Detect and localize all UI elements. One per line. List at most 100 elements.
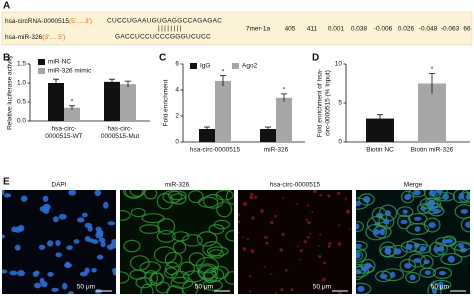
stat-value: 0.038 (351, 26, 368, 33)
nucleus (432, 208, 441, 214)
nucleus (11, 226, 17, 233)
signal (270, 220, 274, 225)
alignment-box (1, 11, 473, 46)
signal (296, 203, 298, 206)
cells (2, 190, 116, 294)
nucleus (413, 258, 422, 263)
nucleus (64, 262, 72, 269)
nucleus (383, 218, 390, 225)
x-tick-label: hsa-circ-0000515 (190, 147, 241, 154)
signal (319, 233, 322, 236)
signal (349, 228, 351, 230)
nucleus (465, 221, 470, 228)
legend-label: miR-NC (48, 59, 71, 66)
bar (104, 81, 120, 121)
cell-body (224, 271, 234, 285)
signal (296, 245, 299, 248)
nucleus (438, 270, 447, 276)
signal (285, 269, 288, 272)
cell-body (356, 197, 369, 210)
cell-body (157, 218, 176, 235)
signal (281, 232, 285, 237)
cell-body (196, 231, 218, 247)
nucleus (87, 226, 93, 232)
pairing: |||||||| (158, 25, 183, 32)
signal (318, 255, 322, 259)
nucleus (356, 223, 360, 230)
nucleus (404, 262, 412, 269)
nucleus (53, 216, 59, 223)
cell-body (408, 253, 427, 268)
y-axis-label: circ-0000515 (% Input) (325, 70, 332, 136)
signal (282, 197, 285, 200)
cell-body (356, 263, 365, 281)
image-title: miR-326 (165, 182, 190, 189)
cell-body (202, 240, 223, 257)
error-bar (69, 105, 75, 110)
signal (319, 193, 322, 197)
legend-label: IgG (200, 63, 210, 70)
signal (265, 241, 269, 245)
panel-label: C (159, 53, 166, 64)
cell-body (419, 267, 437, 278)
nucleus (20, 195, 28, 202)
nucleus (438, 245, 444, 252)
signal (280, 288, 284, 292)
signal (307, 204, 310, 207)
signal (318, 287, 321, 290)
signal (318, 244, 320, 247)
signal (246, 238, 249, 241)
nucleus (94, 190, 102, 197)
nucleus (95, 231, 104, 239)
nucleus (9, 270, 18, 276)
nucleus (107, 221, 116, 226)
cells (356, 190, 470, 294)
nucleus (100, 241, 106, 248)
cell-body (153, 246, 177, 264)
cell-body (156, 192, 174, 210)
stat-value: 405 (285, 26, 296, 33)
error-bar (265, 126, 271, 131)
nucleus (67, 291, 74, 294)
nucleus (55, 252, 62, 258)
error-bar (109, 78, 115, 85)
panel-label: B (3, 53, 10, 64)
cell-body (156, 229, 176, 243)
scale-label: 50 μm (431, 284, 449, 291)
nucleus (458, 243, 465, 249)
bar (260, 129, 276, 142)
signal (345, 209, 350, 214)
y-tick-label: 5 (338, 100, 342, 107)
stat-value: -0.006 (374, 26, 393, 33)
site-type: 7mer-1a (246, 26, 271, 33)
y-tick-label: 0 (175, 139, 179, 146)
signal (260, 210, 263, 214)
nucleus (363, 196, 371, 203)
y-tick-label: 1.0 (17, 80, 26, 87)
cell-body (143, 190, 158, 200)
nucleus (357, 285, 365, 292)
cell-body (440, 252, 463, 266)
signal (313, 190, 317, 194)
significance: * (222, 68, 225, 75)
bar (215, 80, 231, 142)
nucleus (84, 235, 91, 242)
nucleus (91, 267, 97, 273)
cell-body (428, 241, 445, 258)
nucleus (17, 224, 25, 232)
cell-body (430, 190, 448, 199)
signal (251, 216, 255, 220)
legend-label: miR-326 mimic (48, 68, 92, 75)
cell-body (225, 230, 234, 242)
error-bar (53, 78, 59, 87)
cell-body (427, 282, 442, 294)
cell-body (123, 239, 141, 253)
signal (264, 265, 266, 268)
signal (269, 273, 272, 275)
nucleus (442, 239, 450, 244)
micrograph: 50 μm (120, 190, 234, 294)
cell-body (172, 231, 190, 242)
significance: * (283, 87, 286, 94)
image-bg (238, 190, 352, 294)
signal (279, 248, 283, 252)
